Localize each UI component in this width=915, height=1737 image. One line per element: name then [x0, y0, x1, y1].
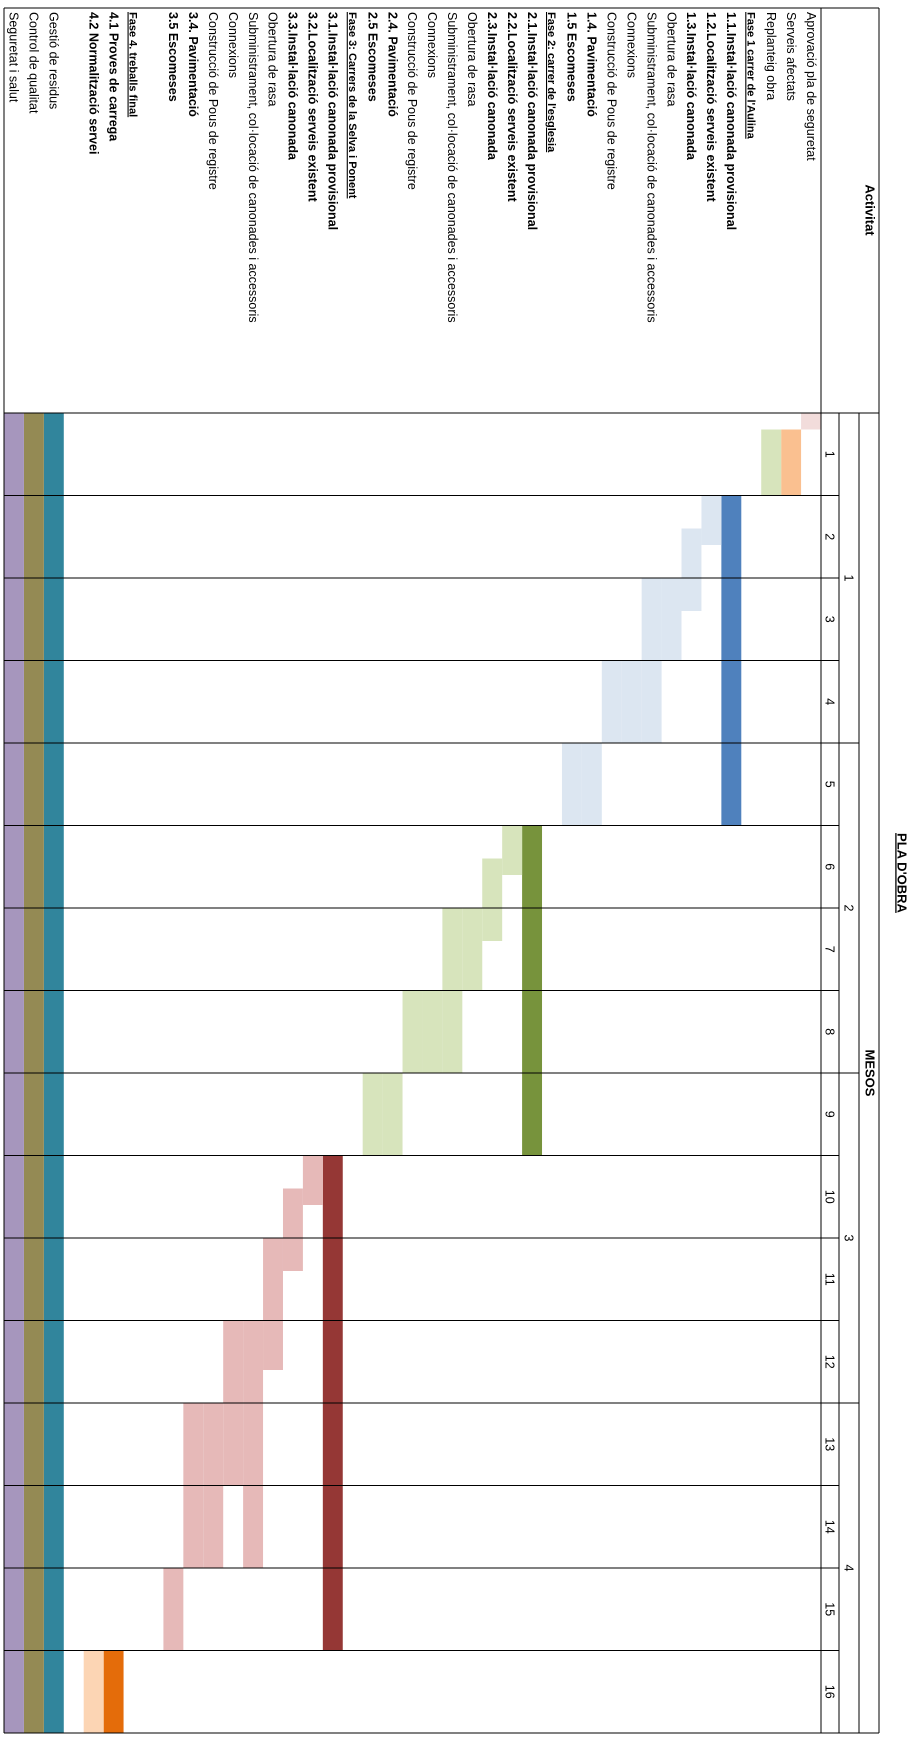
month-label: 9 — [823, 1111, 837, 1118]
activity-label: Gestió de residus — [47, 12, 61, 109]
activity-label: Connexions — [226, 12, 240, 78]
task-bar — [781, 429, 802, 496]
task-bar — [701, 495, 722, 545]
activity-label: Construcció de Pous de registre — [206, 12, 220, 190]
month-label: 14 — [823, 1520, 837, 1534]
activity-label: 1.2.Localització serveis existent — [704, 12, 718, 203]
task-bar — [362, 1073, 383, 1156]
activity-label: 3.4. Pavimentació — [186, 12, 200, 117]
task-bar — [621, 660, 642, 743]
activity-label: 1.4. Pavimentació — [585, 12, 599, 117]
quarter-label: 3 — [842, 1235, 856, 1242]
month-label: 6 — [823, 863, 837, 870]
activity-label: 2.1.Instal·lació canonada provisional — [525, 12, 539, 230]
activity-header: Activitat — [863, 184, 878, 236]
activity-label: Seguretat i salut — [7, 12, 21, 103]
activity-label: Control de qualitat — [27, 12, 41, 114]
activity-label: Aprovació pla de seguretat — [804, 12, 818, 161]
activity-label: 4.2 Normalització servei — [86, 12, 100, 154]
activity-label: Obertura de rasa — [465, 12, 479, 107]
activity-label: Obertura de rasa — [664, 12, 678, 107]
task-bar — [801, 413, 821, 430]
activity-label: 3.2.Localització serveis existent — [306, 12, 320, 203]
task-bar — [482, 858, 503, 941]
chart-title: PLA D'OBRA — [895, 833, 910, 913]
activity-label: 2.5 Escomeses — [365, 12, 379, 102]
task-bar — [282, 1188, 303, 1271]
activity-label: 1.3.Instal·lació canonada — [684, 12, 698, 161]
task-bar — [402, 990, 423, 1073]
quarter-label: 2 — [842, 905, 856, 912]
task-bar — [581, 743, 602, 826]
task-bar — [502, 825, 523, 875]
grid — [3, 7, 880, 1734]
activity-label: Connexions — [425, 12, 439, 78]
time-header: MESOS — [863, 1050, 878, 1097]
task-bar — [302, 1155, 323, 1205]
month-label: 1 — [823, 451, 837, 458]
activity-label: 3.3.Instal·lació canonada — [286, 12, 300, 161]
activity-label: Fase 2: carrer de l'esglesia — [545, 12, 557, 153]
task-bar — [761, 429, 782, 496]
activity-label: Fase 3: Carrers de la Selva i Ponent — [346, 12, 358, 199]
task-bar — [83, 1650, 104, 1733]
activity-label: 2.4. Pavimentació — [385, 12, 399, 117]
month-label: 13 — [823, 1437, 837, 1451]
activity-label: Subministrament, col·locació de canonade… — [644, 12, 658, 323]
activity-label: Replanteig obra — [764, 12, 778, 100]
task-bar — [561, 743, 582, 826]
month-label: 15 — [823, 1602, 837, 1616]
quarter-label: 1 — [842, 575, 856, 582]
month-label: 3 — [823, 616, 837, 623]
month-label: 16 — [823, 1685, 837, 1699]
activity-label: 2.2.Localització serveis existent — [505, 12, 519, 203]
month-label: 12 — [823, 1355, 837, 1369]
activity-label: 4.1 Proves de carrega — [106, 12, 120, 142]
month-label: 2 — [823, 533, 837, 540]
activity-label: Construcció de Pous de registre — [604, 12, 618, 190]
task-bar — [263, 1238, 283, 1370]
activity-label: Construcció de Pous de registre — [405, 12, 419, 190]
month-label: 10 — [823, 1190, 837, 1204]
quarter-label: 4 — [842, 1565, 856, 1572]
rotated-sheet: PLA D'OBRA Activitat MESOS Aprovació pla… — [3, 7, 910, 1734]
month-label: 5 — [823, 781, 837, 788]
task-bar — [601, 660, 622, 743]
activity-label: Subministrament, col·locació de canonade… — [246, 12, 260, 323]
activity-label: 1.5 Escomeses — [565, 12, 579, 102]
task-bar — [422, 990, 443, 1073]
task-bar — [103, 1650, 124, 1733]
activity-label: 2.3.Instal·lació canonada — [485, 12, 499, 161]
activity-label: Subministrament, col·locació de canonade… — [445, 12, 459, 323]
month-label: 8 — [823, 1028, 837, 1035]
activity-label: 3.5 Escomeses — [166, 12, 180, 102]
labels: Aprovació pla de seguretat Serveis afecta… — [7, 12, 856, 1699]
task-bar — [462, 908, 483, 991]
activity-label: 3.1.Instal·lació canonada provisional — [325, 12, 339, 230]
task-bar — [681, 528, 702, 611]
month-label: 4 — [823, 698, 837, 705]
activity-label: Obertura de rasa — [266, 12, 280, 107]
task-bar — [163, 1568, 184, 1651]
month-label: 7 — [823, 946, 837, 953]
activity-label: 1.1.Instal·lació canonada provisional — [724, 12, 738, 230]
activity-label: Connexions — [624, 12, 638, 78]
activity-label: Fase 1 carrer de l'Aulina — [744, 12, 756, 140]
task-bar — [661, 578, 682, 661]
task-bar — [243, 1320, 264, 1568]
activity-label: Fase 4. treballs final — [127, 12, 139, 117]
month-label: 11 — [823, 1273, 837, 1286]
activity-label: Serveis afectats — [784, 12, 798, 101]
task-bar — [382, 1073, 403, 1156]
